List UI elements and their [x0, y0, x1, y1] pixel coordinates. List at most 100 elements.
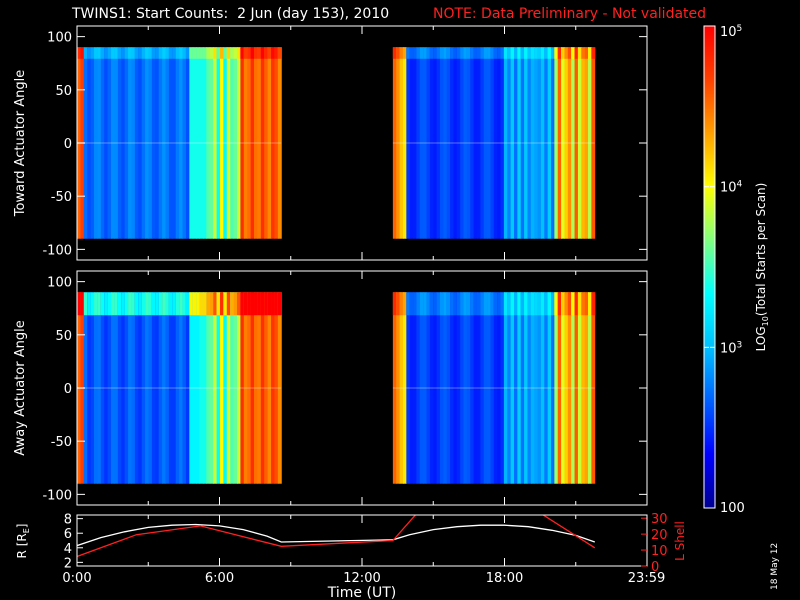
heatmap-column [145, 47, 149, 239]
heatmap-column [534, 47, 539, 239]
heatmap-cell [534, 292, 539, 316]
heatmap-cell [236, 292, 241, 316]
heatmap-column [588, 292, 592, 484]
heatmap-cell [503, 47, 508, 59]
heatmap-cell [271, 292, 275, 316]
heatmap-column [423, 292, 428, 484]
heatmap-cell [165, 292, 170, 316]
heatmap-column [537, 47, 542, 239]
heatmap-cell [247, 47, 252, 59]
heatmap-column [436, 47, 441, 239]
heatmap-cell [114, 47, 119, 59]
heatmap-column [192, 292, 197, 484]
heatmap-cell [151, 292, 156, 316]
heatmap-column [473, 292, 478, 484]
heatmap-cell [419, 47, 424, 59]
heatmap-cell [128, 292, 132, 316]
heatmap-cell [226, 47, 231, 59]
heatmap-column [134, 47, 139, 239]
heatmap-column [185, 47, 190, 239]
heatmap-column [419, 47, 424, 239]
heatmap-column [456, 47, 461, 239]
heatmap-cell [581, 292, 586, 316]
time-axis-label: Time (UT) [327, 585, 396, 600]
heatmap-column [155, 47, 160, 239]
heatmap-column [433, 292, 438, 484]
heatmap-column [514, 47, 518, 239]
heatmap-cell [168, 292, 173, 316]
colorbar-frame [703, 25, 716, 509]
heatmap-cell [267, 292, 272, 316]
heatmap-cell [503, 292, 508, 316]
heatmap-cell [213, 47, 218, 59]
heatmap-cell [402, 292, 407, 316]
heatmap-cell [577, 47, 582, 59]
heatmap-column [131, 292, 136, 484]
heatmap-column [483, 292, 488, 484]
heatmap-cell [402, 47, 407, 59]
lshell-tick-label: 30 [651, 512, 668, 527]
heatmap-cell [581, 47, 586, 59]
heatmap-column [257, 292, 262, 484]
heatmap-column [128, 292, 132, 484]
y-tick-label: 100 [47, 276, 72, 291]
heatmap-cell [396, 47, 401, 59]
heatmap-column [111, 47, 115, 239]
heatmap-column [530, 47, 535, 239]
heatmap-column [463, 292, 468, 484]
heatmap-cell [77, 47, 81, 59]
heatmap-cell [223, 292, 228, 316]
heatmap-cell [111, 47, 115, 59]
heatmap-column [107, 47, 112, 239]
heatmap-column [114, 47, 119, 239]
heatmap-column [581, 47, 586, 239]
heatmap-cell [87, 47, 92, 59]
heatmap-column [151, 47, 156, 239]
heatmap-cell [524, 47, 528, 59]
heatmap-cell [480, 292, 485, 316]
heatmap-cell [121, 47, 126, 59]
heatmap-cell [490, 292, 495, 316]
heatmap-column [257, 47, 262, 239]
heatmap-column [104, 292, 109, 484]
heatmap-column [392, 47, 397, 239]
heatmap-cell [185, 47, 190, 59]
heatmap-column [510, 47, 515, 239]
heatmap-cell [577, 292, 582, 316]
heatmap-column [510, 292, 515, 484]
heatmap-column [134, 292, 139, 484]
heatmap-column [216, 47, 221, 239]
heatmap-column [574, 47, 579, 239]
heatmap-cell [267, 47, 272, 59]
heatmap-cell [416, 292, 421, 316]
heatmap-cell [584, 47, 589, 59]
radius-tick-label: 4 [64, 542, 72, 557]
heatmap-cell [145, 47, 149, 59]
heatmap-cell [520, 47, 525, 59]
heatmap-cell [537, 47, 542, 59]
generation-date-stamp: 18 May 12 [770, 542, 780, 590]
heatmap-cell [219, 47, 224, 59]
heatmap-column [162, 47, 167, 239]
heatmap-column [182, 292, 187, 484]
heatmap-column [94, 292, 98, 484]
time-tick-label: 18:00 [486, 571, 523, 586]
heatmap-column [520, 292, 525, 484]
colorbar-tick-exponent: 5 [737, 24, 743, 34]
heatmap-column [100, 292, 105, 484]
heatmap-cell [399, 292, 404, 316]
heatmap-cell [453, 47, 458, 59]
heatmap-column [530, 292, 535, 484]
heatmap-cell [155, 292, 160, 316]
heatmap-column [243, 292, 248, 484]
colorbar-tick-label: 105 [720, 24, 742, 40]
heatmap-cell [240, 292, 245, 316]
heatmap-cell [483, 292, 488, 316]
heatmap-cell [260, 292, 265, 316]
heatmap-column [487, 292, 491, 484]
heatmap-column [124, 292, 129, 484]
heatmap-column [409, 47, 414, 239]
heatmap-cell [540, 292, 545, 316]
heatmap-column [107, 292, 112, 484]
heatmap-cell [172, 292, 177, 316]
